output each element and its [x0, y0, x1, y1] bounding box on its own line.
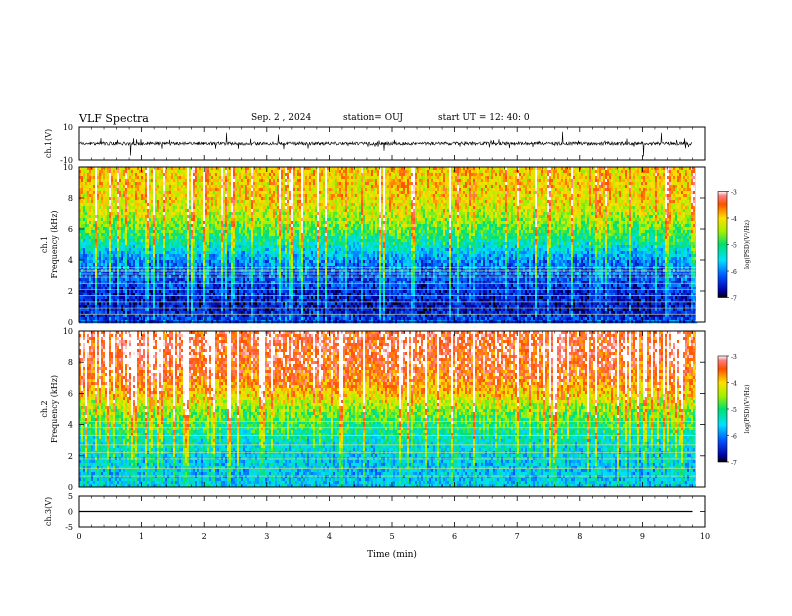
ch1-spectrogram-colorbar-tick-label: -6 [731, 269, 737, 276]
ch1-spectrogram-colorbar-tick-label: -5 [731, 243, 737, 250]
ch2-spectrogram-ytick-label: 4 [68, 421, 73, 430]
ch2-spectrogram-colorbar [718, 356, 727, 462]
ch1-spectrogram-colorbar-tick-label: -7 [731, 296, 737, 303]
ch3-waveform-ytick-label: 0 [68, 508, 73, 517]
ch2-spectrogram-heatmap-cells [79, 331, 697, 487]
ch1-waveform-trace [79, 132, 692, 157]
x-tick-label: 2 [202, 532, 207, 541]
ch2-spectrogram-ylabel: ch.2 [40, 400, 49, 417]
start-time-label: start UT = 12: 40: 0 [438, 113, 530, 123]
ch2-spectrogram-ytick-label: 10 [63, 327, 73, 336]
ch1-spectrogram-ylabel2: Frequency (kHz) [50, 210, 59, 278]
figure-title: VLF Spectra [79, 112, 149, 125]
ch2-spectrogram-no-data [696, 331, 705, 487]
x-tick-label: 1 [139, 532, 144, 541]
ch1-spectrogram-ytick-label: 10 [63, 163, 73, 172]
ch3-waveform-ytick-label: -5 [65, 523, 73, 532]
ch2-spectrogram-ytick-label: 0 [68, 483, 73, 492]
x-tick-label: 4 [327, 532, 332, 541]
ch2-spectrogram-ytick-label: 8 [68, 358, 73, 367]
ch3-waveform-ytick-label: 5 [68, 492, 73, 501]
x-tick-label: 7 [515, 532, 520, 541]
x-tick-label: 5 [389, 532, 394, 541]
ch2-spectrogram-ylabel2: Frequency (kHz) [50, 375, 59, 443]
ch1-spectrogram-ytick-label: 2 [68, 287, 73, 296]
x-tick-label: 0 [76, 532, 81, 541]
ch2-spectrogram-colorbar-label: log(PSD)(V²/Hz) [744, 385, 751, 434]
x-axis-label: Time (min) [367, 549, 417, 560]
ch2-spectrogram-colorbar-tick-label: -3 [731, 354, 737, 361]
ch1-spectrogram-ytick-label: 4 [68, 256, 73, 265]
ch2-spectrogram-colorbar-tick-label: -4 [731, 381, 737, 388]
ch2-spectrogram-colorbar-tick-label: -7 [731, 460, 737, 467]
ch1-spectrogram-colorbar [718, 192, 727, 298]
ch1-spectrogram-ytick-label: 0 [68, 318, 73, 327]
ch1-spectrogram-colorbar-tick-label: -3 [731, 190, 737, 197]
ch1-waveform-ylabel: ch.1(V) [44, 129, 53, 158]
x-tick-label: 3 [264, 532, 269, 541]
ch2-spectrogram-ytick-label: 2 [68, 452, 73, 461]
date-label: Sep. 2 , 2024 [251, 113, 311, 123]
ch1-spectrogram-no-data [696, 167, 705, 322]
x-tick-label: 10 [700, 532, 710, 541]
ch1-spectrogram-ytick-label: 8 [68, 194, 73, 203]
ch1-spectrogram-colorbar-tick-label: -4 [731, 216, 737, 223]
x-tick-label: 6 [452, 532, 457, 541]
ch1-waveform-ytick-label: 10 [63, 123, 73, 132]
ch3-waveform-ylabel: ch.3(V) [44, 497, 53, 526]
ch1-spectrogram-ytick-label: 6 [68, 225, 73, 234]
ch2-spectrogram-colorbar-tick-label: -6 [731, 434, 737, 441]
ch1-spectrogram-ylabel: ch.1 [40, 236, 49, 253]
station-label: station= OUJ [343, 113, 403, 123]
ch2-spectrogram-ytick-label: 6 [68, 389, 73, 398]
ch1-spectrogram-colorbar-label: log(PSD)(V²/Hz) [744, 220, 751, 269]
ch1-spectrogram-heatmap-cells [79, 167, 697, 323]
x-tick-label: 9 [640, 532, 645, 541]
x-tick-label: 8 [577, 532, 582, 541]
ch2-spectrogram-colorbar-tick-label: -5 [731, 407, 737, 414]
